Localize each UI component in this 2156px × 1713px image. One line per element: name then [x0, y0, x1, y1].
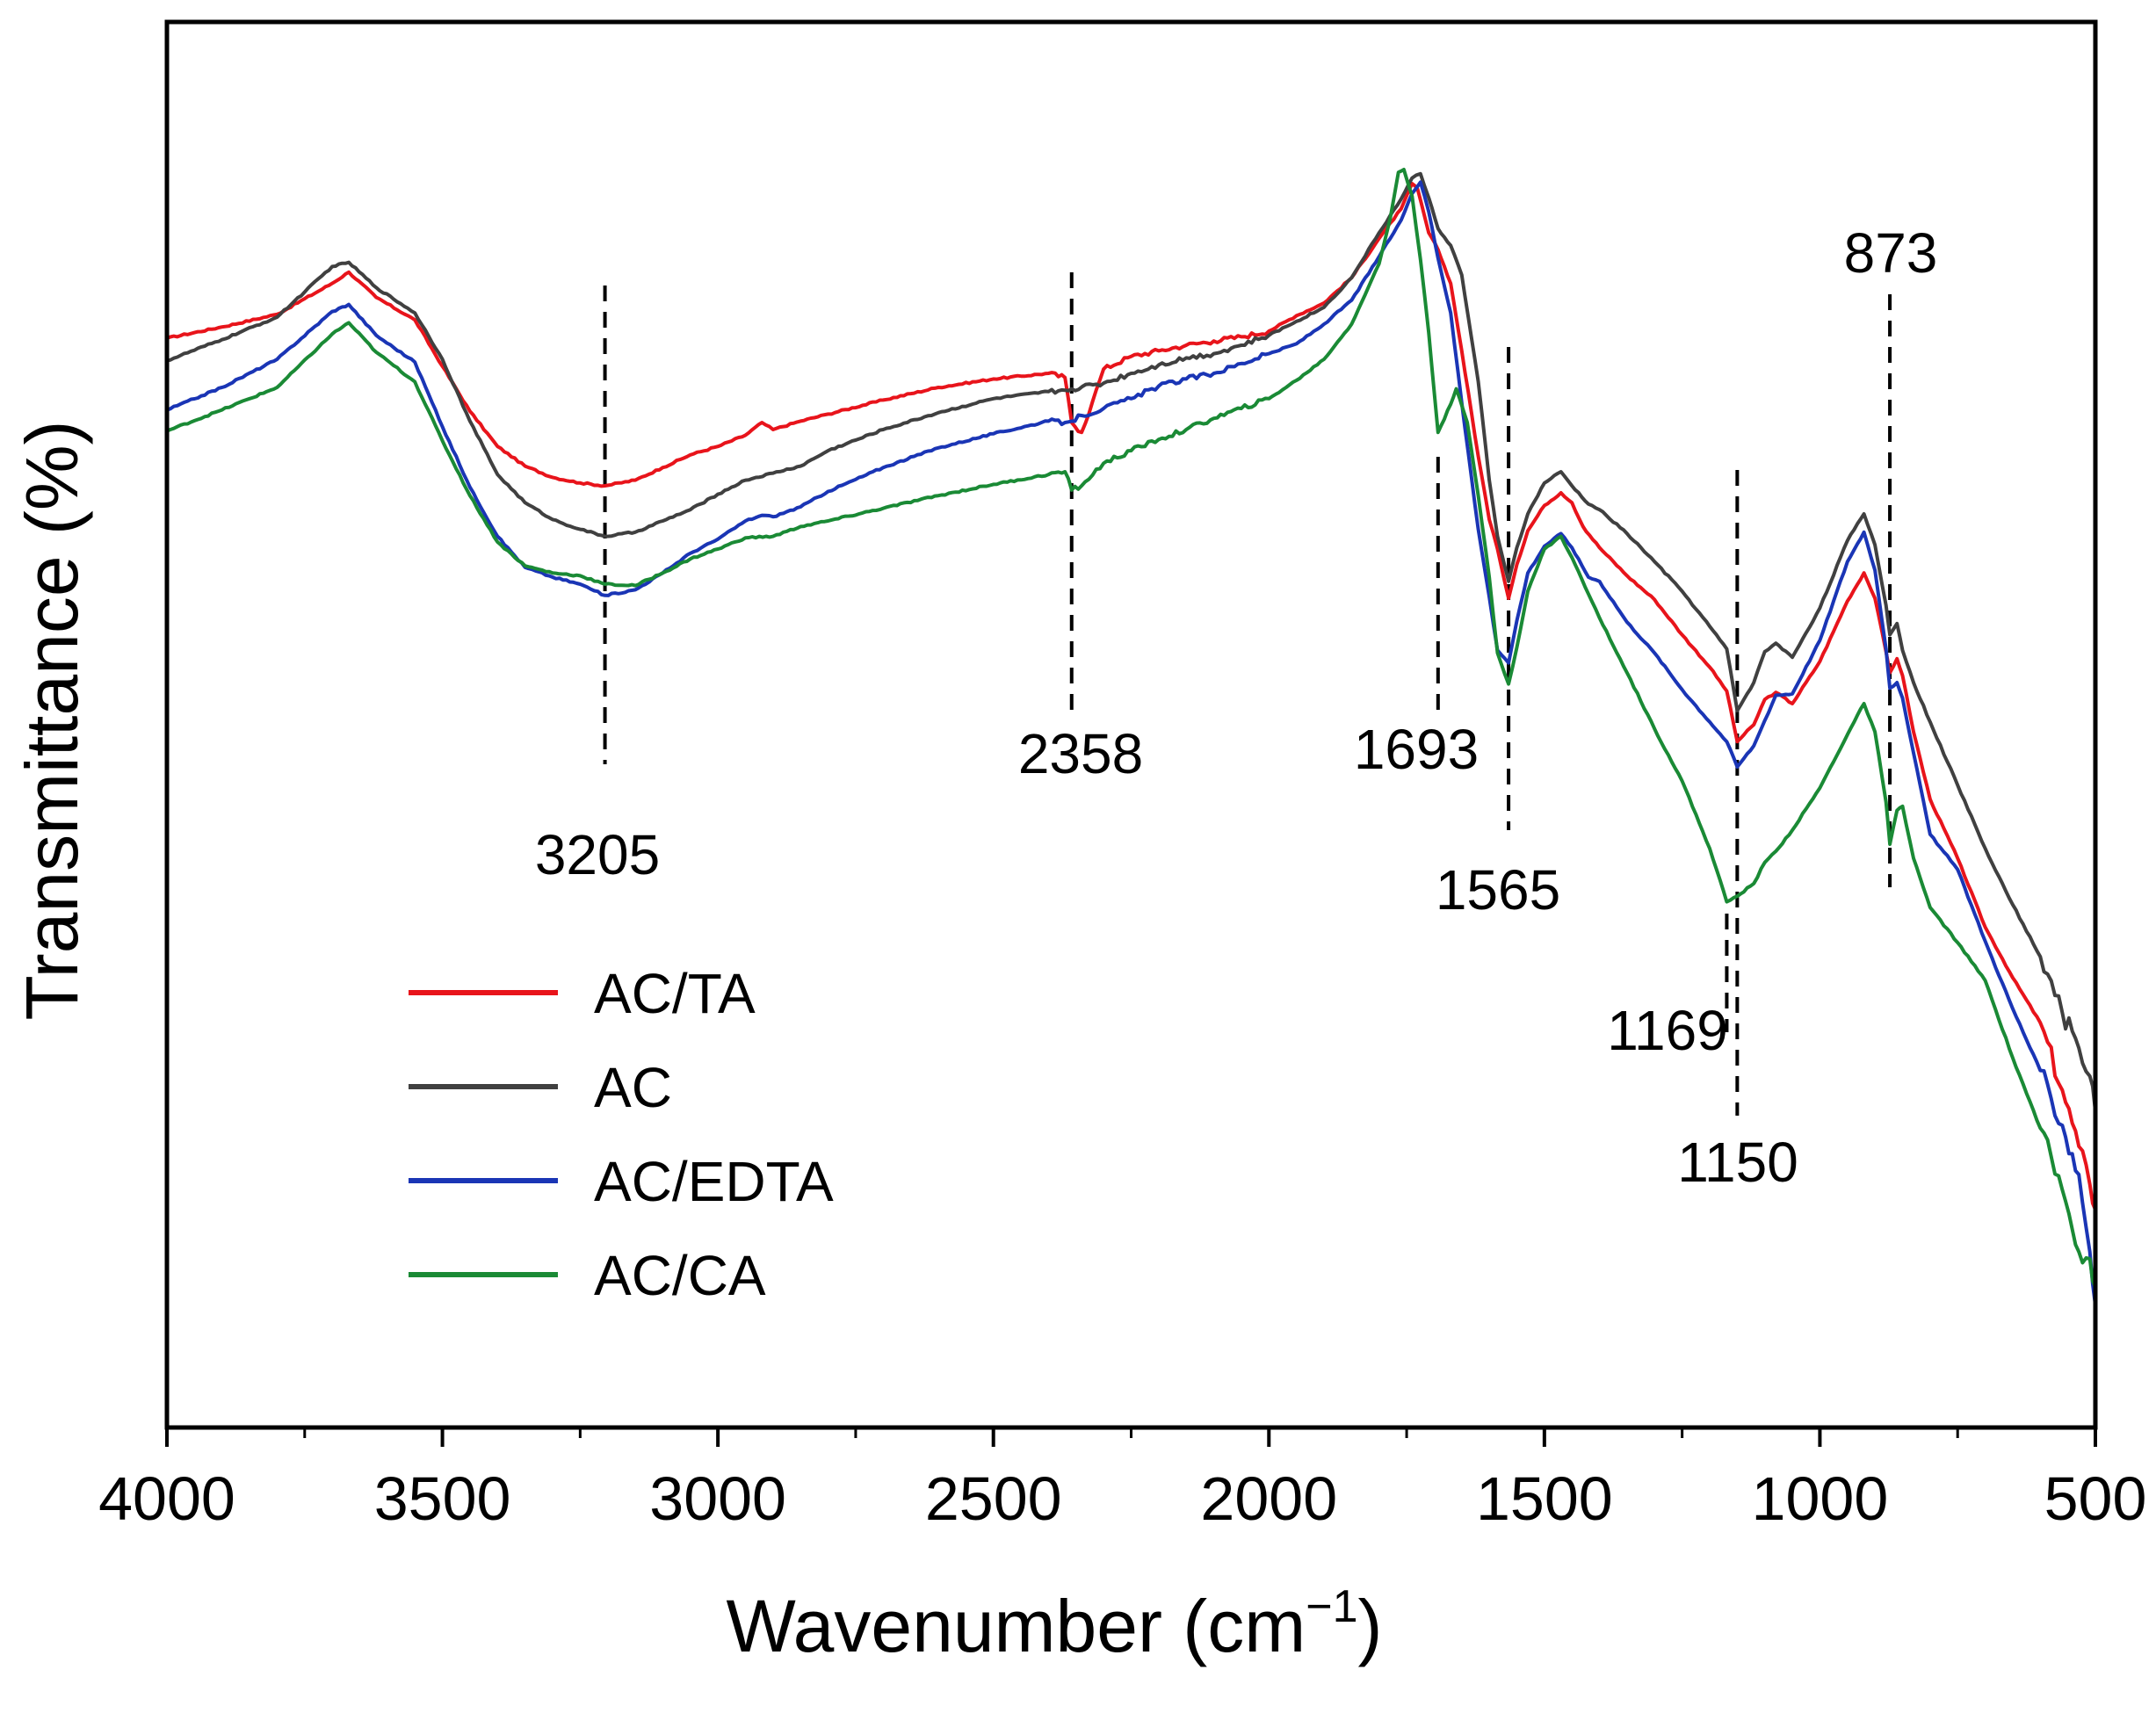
annotation-label-3205: 3205	[535, 823, 660, 886]
x-tick-label-1000: 1000	[1752, 1464, 1889, 1533]
annotation-label-873: 873	[1844, 221, 1938, 285]
legend-label-ac: AC	[594, 1056, 672, 1119]
legend-label-ac-ca: AC/CA	[594, 1244, 766, 1307]
annotation-labels: 3205 2358 1693 1565 1169 1150 873	[535, 221, 1938, 1194]
series-line-ac-ca	[166, 168, 2097, 1288]
x-axis-title-superscript: −1	[1306, 1581, 1357, 1632]
x-axis-title-main: Wavenumber (cm	[727, 1585, 1306, 1667]
annotation-label-1693: 1693	[1354, 718, 1479, 781]
annotation-label-1169: 1169	[1607, 999, 1728, 1062]
y-axis-title: Transmittance (%)	[11, 420, 93, 1020]
series-line-ac	[166, 171, 2097, 1112]
x-tick-label-4000: 4000	[98, 1464, 235, 1533]
x-tick-label-3000: 3000	[649, 1464, 786, 1533]
legend-label-ac-ta: AC/TA	[594, 962, 756, 1025]
x-ticks	[165, 1428, 2097, 1447]
x-tick-label-2500: 2500	[925, 1464, 1062, 1533]
annotation-label-1565: 1565	[1436, 858, 1560, 922]
legend-label-ac-edta: AC/EDTA	[594, 1150, 834, 1213]
x-axis-title-close: )	[1358, 1585, 1383, 1667]
annotation-lines	[603, 272, 1892, 1116]
x-tick-label-500: 500	[2044, 1464, 2147, 1533]
legend: AC/TA AC AC/EDTA AC/CA	[409, 962, 834, 1307]
x-tick-label-1500: 1500	[1476, 1464, 1613, 1533]
x-tick-label-3500: 3500	[374, 1464, 511, 1533]
x-tick-labels: 4000 3500 3000 2500 2000 1500 1000 500	[98, 1464, 2146, 1533]
annotation-label-1150: 1150	[1677, 1131, 1798, 1194]
annotation-label-2358: 2358	[1018, 722, 1143, 785]
x-axis-title: Wavenumber (cm−1)	[727, 1581, 1383, 1667]
x-tick-label-2000: 2000	[1200, 1464, 1337, 1533]
series-line-ac-edta	[166, 180, 2097, 1306]
series-group	[166, 168, 2097, 1306]
